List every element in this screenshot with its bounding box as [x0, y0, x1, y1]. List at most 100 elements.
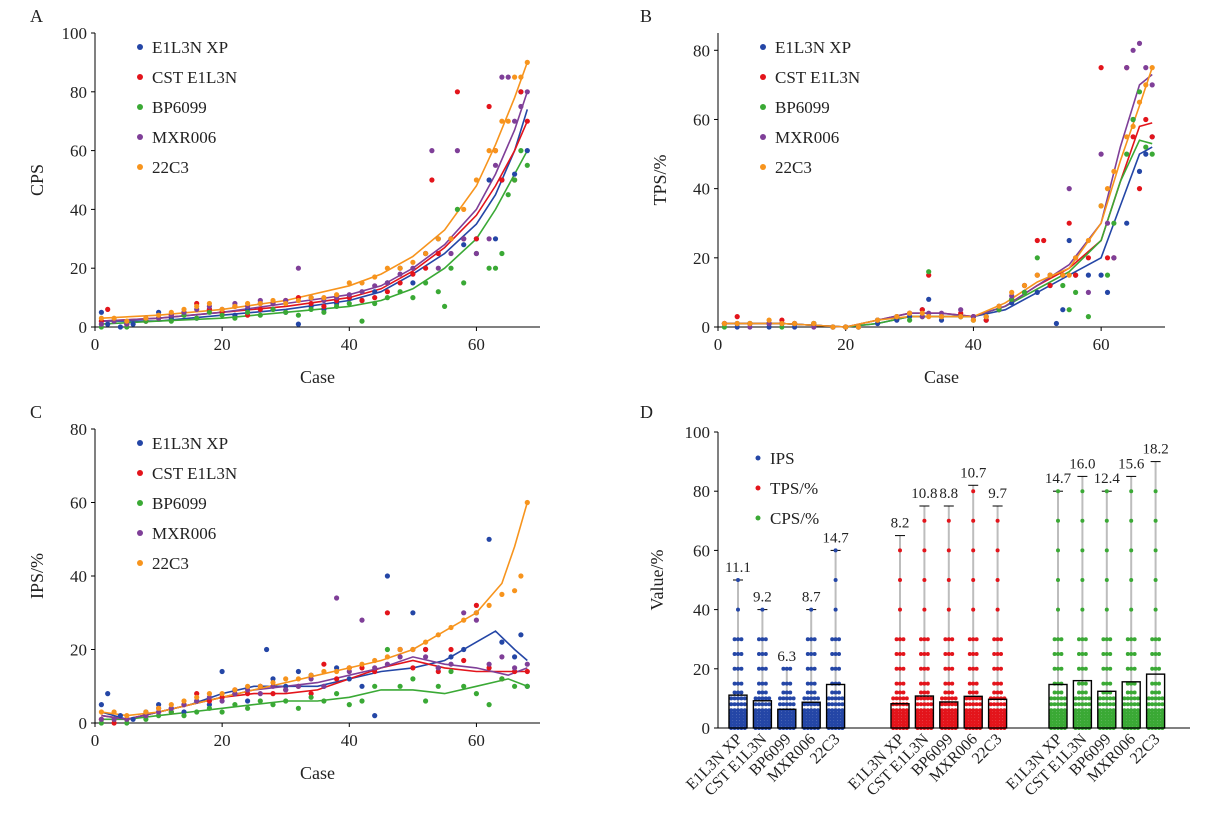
data-point: [1066, 220, 1072, 226]
dist-dot: [837, 666, 841, 671]
data-point: [907, 317, 913, 323]
data-point: [518, 573, 524, 579]
data-point: [410, 271, 416, 277]
dist-dot: [894, 666, 899, 671]
dist-dot: [925, 702, 930, 707]
data-point: [524, 89, 530, 95]
dist-dot: [1146, 708, 1151, 713]
dist-dot: [940, 711, 944, 716]
legend-marker: [755, 515, 761, 521]
trend-line-1: [101, 120, 529, 322]
dist-dot: [1052, 696, 1057, 701]
dist-dot: [898, 681, 902, 686]
dist-dot: [974, 720, 979, 725]
dist-dot: [778, 720, 782, 725]
dist-dot: [1111, 714, 1116, 719]
panel-label-a: A: [30, 6, 43, 26]
dist-dot: [763, 681, 768, 686]
data-point: [334, 676, 340, 682]
trend-line-0: [101, 109, 529, 322]
dist-dot: [974, 702, 979, 707]
dist-dot: [1157, 720, 1161, 725]
dist-dot: [805, 690, 810, 695]
dist-dot: [1153, 548, 1158, 553]
data-point: [1085, 272, 1091, 278]
mean-bar: [939, 701, 959, 729]
dist-dot: [1052, 723, 1057, 727]
dist-dot: [833, 717, 838, 722]
dist-dot: [1132, 690, 1137, 695]
dist-dot: [805, 708, 810, 713]
legend-marker: [137, 104, 143, 110]
dist-dot: [995, 666, 1000, 671]
data-point: [359, 289, 365, 295]
dist-dot: [1150, 702, 1155, 707]
data-point: [473, 602, 479, 609]
dist-dot: [946, 720, 951, 725]
data-point: [1130, 116, 1136, 123]
dist-dot: [830, 720, 835, 725]
dist-dot: [1108, 720, 1113, 725]
dist-dot: [837, 652, 841, 656]
dist-dot: [1080, 681, 1085, 686]
dist-dot: [840, 720, 845, 725]
data-point: [321, 668, 327, 675]
dist-dot: [898, 720, 902, 725]
dist-dot: [1160, 714, 1165, 719]
mean-bar: [752, 700, 773, 729]
dist-dot: [1098, 723, 1102, 727]
dist-dot: [1002, 714, 1007, 719]
dist-dot: [729, 696, 734, 701]
data-point: [926, 269, 932, 275]
dist-dot: [974, 696, 979, 701]
value-label: 14.7: [1045, 471, 1072, 487]
data-point: [1136, 168, 1143, 174]
dist-dot: [999, 652, 1003, 656]
dist-dot: [1129, 666, 1134, 671]
dist-dot: [1146, 720, 1151, 725]
dist-dot: [1052, 708, 1057, 713]
x-tick-label: 0: [714, 335, 723, 354]
dist-dot: [784, 702, 789, 707]
dist-dot: [901, 708, 906, 713]
dist-dot: [1129, 607, 1134, 612]
dist-dot: [891, 696, 896, 701]
dist-dot: [739, 690, 744, 695]
dist-dot: [736, 702, 740, 707]
dist-dot: [816, 714, 820, 719]
legend-label: MXR006: [152, 524, 216, 543]
data-point: [524, 162, 530, 168]
dist-dot: [809, 681, 814, 686]
dist-dot: [953, 711, 958, 716]
data-point: [1034, 237, 1040, 244]
dist-dot: [1153, 696, 1158, 701]
data-point: [283, 683, 289, 689]
data-point: [454, 148, 460, 154]
dist-dot: [1125, 666, 1130, 671]
mean-bar: [801, 701, 821, 729]
dist-dot: [1111, 708, 1116, 713]
dist-dot: [1104, 637, 1109, 642]
value-label: 9.7: [988, 486, 1007, 502]
dist-dot: [833, 607, 838, 612]
dist-dot: [1080, 489, 1085, 494]
dist-dot: [1153, 720, 1158, 725]
mean-bar: [987, 698, 1008, 729]
x-tick-label: 20: [214, 335, 231, 354]
dist-dot: [922, 723, 927, 727]
data-point: [435, 289, 441, 295]
data-point: [384, 289, 390, 295]
dist-dot: [840, 717, 845, 722]
dist-dot: [732, 652, 737, 656]
dist-dot: [833, 578, 838, 582]
dist-dot: [995, 637, 1000, 642]
dist-dot: [1052, 720, 1057, 725]
dist-dot: [736, 578, 740, 582]
dist-dot: [978, 711, 982, 716]
dist-dot: [943, 708, 948, 713]
data-point: [206, 705, 212, 711]
data-point: [970, 317, 977, 323]
dist-dot: [1056, 637, 1060, 642]
dist-dot: [992, 702, 997, 707]
dist-dot: [995, 607, 1000, 612]
